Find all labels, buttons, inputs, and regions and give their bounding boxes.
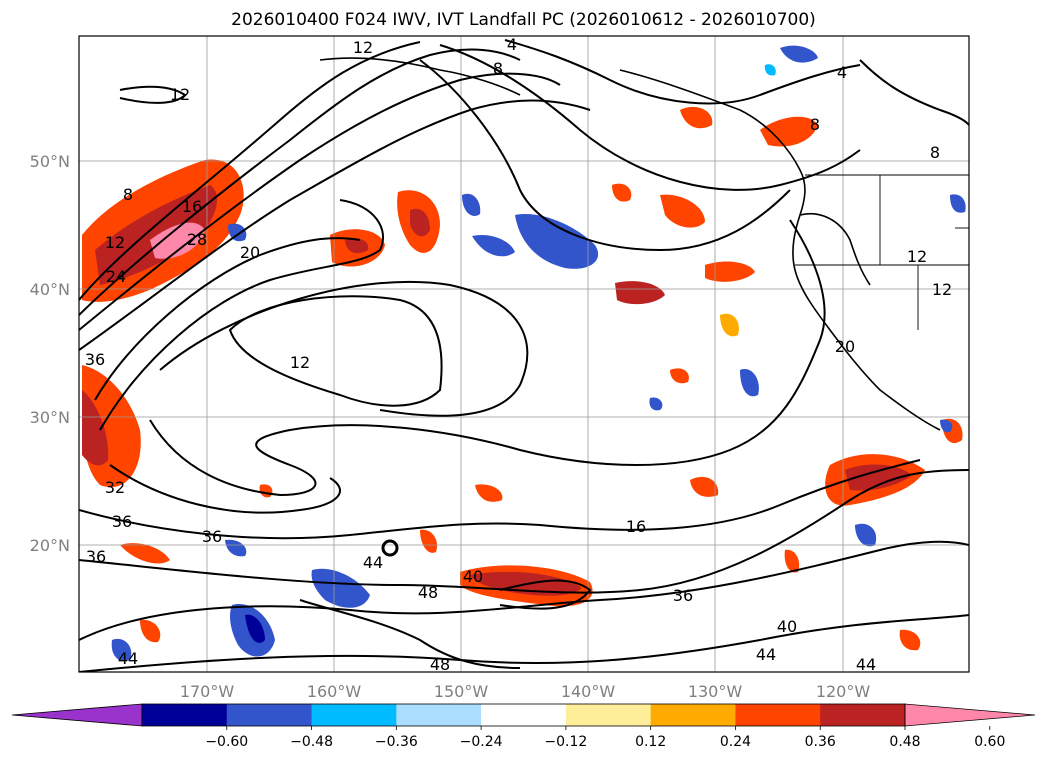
contour-label: 4 [837,63,847,82]
colorbar-segment [396,704,482,726]
contour-label: 36 [202,527,222,546]
contour-label: 48 [418,583,438,602]
contour-label: 28 [187,230,207,249]
plot-frame [78,35,970,673]
contour-label: 44 [856,655,876,674]
contour-label: 24 [106,267,126,286]
longitude-labels: 170°W 160°W 150°W 140°W 130°W 120°W [180,682,871,701]
contour-labels: 12 4 8 4 12 8 16 12 28 24 20 8 12 12 20 … [85,35,952,674]
colorbar-label: 0.48 [889,734,920,750]
lat-label: 30°N [30,408,70,427]
lon-label: 160°W [307,682,362,701]
lat-label: 50°N [30,152,70,171]
political-borders [795,174,969,330]
colorbar-label: 0.12 [635,734,666,750]
contour-label: 8 [123,185,133,204]
colorbar: −0.60 −0.48 −0.36 −0.24 −0.12 0.12 0.24 0.36 0.4… [11,703,1036,750]
contour-label: 12 [105,233,125,252]
contour-label: 8 [810,115,820,134]
colorbar-segment [820,704,906,726]
map-title: 2026010400 F024 IWV, IVT Landfall PC (20… [231,10,816,30]
contour-label: 36 [673,586,693,605]
contour-label: 48 [430,655,450,674]
contour-label: 8 [930,143,940,162]
contour-label: 44 [756,645,776,664]
contour-label: 4 [507,35,517,54]
lon-label: 140°W [561,682,616,701]
lat-label: 40°N [30,280,70,299]
colorbar-segment [735,704,821,726]
lon-label: 130°W [688,682,743,701]
colorbar-segment [142,704,228,726]
colorbar-frame [141,703,906,727]
contour-label: 32 [105,478,125,497]
contour-label: 20 [835,337,855,356]
colorbar-segment [565,704,652,726]
contour-label: 40 [463,567,483,586]
colorbar-label: −0.60 [205,734,248,750]
colorbar-segment [650,704,736,726]
colorbar-label: −0.24 [460,734,503,750]
colorbar-label: −0.48 [290,734,333,750]
colorbar-label: 0.36 [805,734,836,750]
colorbar-segment [226,704,313,726]
colorbar-segment [311,704,397,726]
colorbar-label: −0.12 [544,734,587,750]
contour-label: 12 [353,38,373,57]
colorbar-label: 0.24 [720,734,751,750]
colorbar-label: 0.60 [974,734,1005,750]
contour-label: 36 [112,512,132,531]
lon-label: 170°W [180,682,235,701]
lon-label: 120°W [816,682,871,701]
latitude-labels: 50°N 40°N 30°N 20°N [30,152,70,555]
colorbar-label: −0.36 [375,734,418,750]
contour-label: 16 [626,517,646,536]
contour-label: 44 [363,553,383,572]
contour-label: 12 [932,280,952,299]
contour-label: 12 [907,247,927,266]
map-plot-area: 12 4 8 4 12 8 16 12 28 24 20 8 12 12 20 … [79,35,969,674]
contour-label: 8 [493,59,503,78]
contour-label: 44 [118,649,138,668]
contour-label: 16 [182,197,202,216]
contour-label: 20 [240,243,260,262]
colorbar-segment [481,704,567,726]
negative-anomaly-shading [111,45,966,661]
colorbar-extend-min [11,703,143,727]
contour-closed-circle [381,539,399,557]
contour-label: 12 [170,85,190,104]
contour-label: 36 [85,350,105,369]
contour-label: 12 [290,353,310,372]
lat-label: 20°N [30,536,70,555]
coastline [319,57,941,431]
contour-label: 36 [86,547,106,566]
contour-label: 40 [777,617,797,636]
colorbar-extend-max [904,703,1036,727]
lon-label: 150°W [434,682,489,701]
iwv-contour-lines [79,39,969,672]
